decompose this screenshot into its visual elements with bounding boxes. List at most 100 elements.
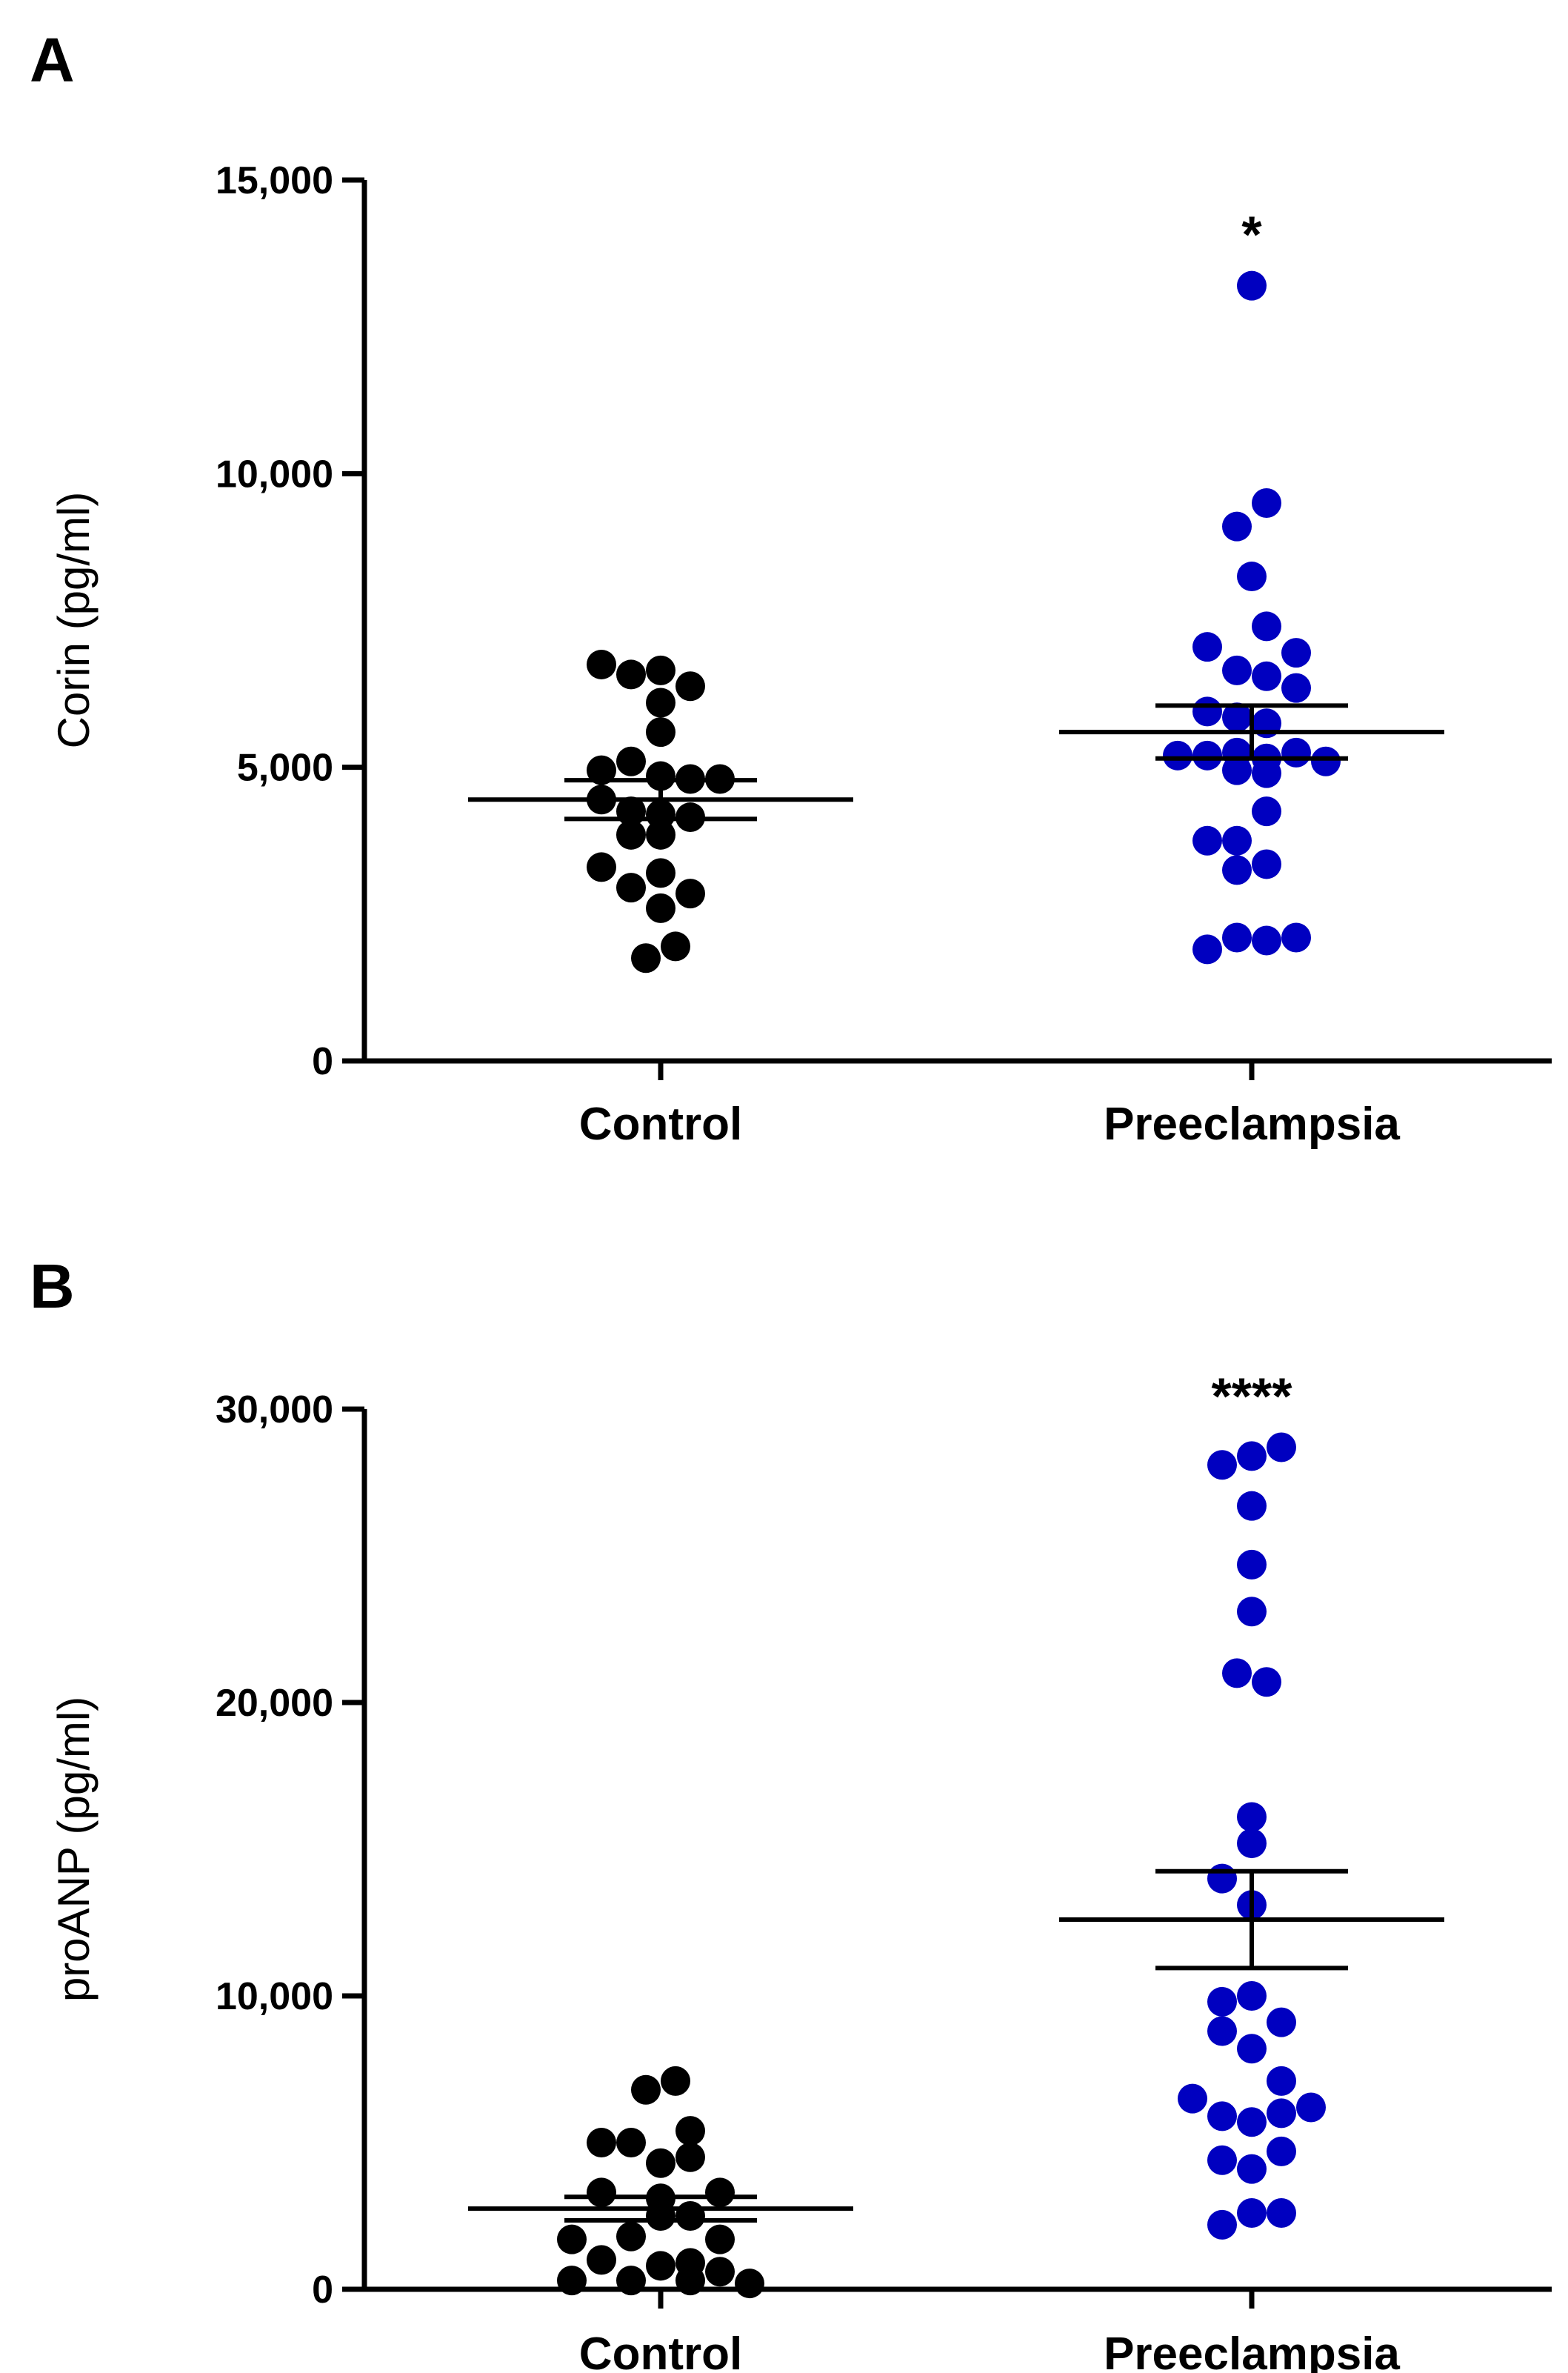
panel-b-preeclampsia-point	[1207, 2209, 1237, 2240]
panel-b-letter: B	[30, 1251, 75, 1321]
panel-b-preeclampsia-point	[1267, 2066, 1296, 2096]
panel-b-preeclampsia-point	[1267, 2098, 1296, 2129]
panel-a-preeclampsia-point	[1222, 702, 1252, 733]
panel-b-preeclampsia-point	[1267, 2198, 1296, 2229]
panel-b-significance-marker: ****	[1212, 1367, 1293, 1425]
panel-b-control-point	[616, 2266, 646, 2296]
panel-b-control-point	[675, 2116, 705, 2146]
panel-a-control-point	[616, 746, 646, 776]
panel-b-preeclampsia-point	[1237, 2198, 1267, 2229]
panel-b-control-point	[557, 2266, 587, 2296]
panel-b-preeclampsia-point	[1237, 2107, 1267, 2137]
panel-b-control-point	[616, 2221, 646, 2251]
panel-a-y-tick-label: 15,000	[216, 159, 333, 202]
panel-a-x-tick-label: Control	[579, 1099, 742, 1150]
panel-a-preeclampsia-point	[1252, 796, 1281, 827]
panel-b-control-point	[587, 2128, 616, 2157]
panel-b-preeclampsia-point	[1207, 2101, 1237, 2131]
panel-b-y-tick-label: 10,000	[216, 1975, 333, 2018]
panel-a-control-point	[646, 761, 675, 791]
panel-a-control-point	[587, 649, 616, 679]
panel-b-control-point	[705, 2177, 735, 2208]
panel-a-control-point	[675, 879, 705, 909]
panel-a-preeclampsia-point	[1252, 487, 1281, 518]
panel-a-control-point	[646, 819, 675, 850]
panel-a-x-tick-label: Preeclampsia	[1104, 1099, 1400, 1150]
panel-b-preeclampsia-point	[1237, 1441, 1267, 1471]
panel-b-y-tick-label: 30,000	[216, 1388, 333, 1431]
panel-b-preeclampsia-point	[1237, 1597, 1267, 1627]
panel-a-significance-marker: *	[1241, 206, 1262, 264]
panel-a-preeclampsia-point	[1192, 696, 1222, 727]
panel-a-control-point	[616, 873, 646, 903]
panel-a-preeclampsia-point	[1252, 925, 1281, 956]
panel-b-control-point	[675, 2201, 705, 2231]
panel-a-letter: A	[30, 25, 75, 95]
panel-a-preeclampsia-point	[1252, 849, 1281, 879]
panel-b-y-tick-label: 20,000	[216, 1682, 333, 1725]
panel-b-preeclampsia-point	[1237, 1549, 1267, 1580]
panel-a-y-tick-label: 5,000	[237, 747, 333, 790]
panel-b-control-point	[587, 2245, 616, 2275]
panel-b-preeclampsia-point	[1237, 1491, 1267, 1521]
panel-b-control-point	[557, 2224, 587, 2254]
panel-b-control-point	[616, 2128, 646, 2157]
panel-a-preeclampsia-point	[1252, 661, 1281, 691]
panel-b-x-tick-label: Control	[579, 2329, 742, 2373]
panel-a-preeclampsia-point	[1222, 825, 1252, 856]
panel-b-preeclampsia-point	[1296, 2092, 1326, 2123]
panel-a-preeclampsia-point	[1252, 611, 1281, 642]
panel-a-control-point	[631, 943, 661, 974]
panel-a-plot: 0 5,000 10,000 15,000 Corin (pg/ml) Control Pr…	[49, 159, 1552, 1150]
panel-b-control-point	[646, 2251, 675, 2281]
panel-b-x-tick-label: Preeclampsia	[1104, 2329, 1400, 2373]
panel-a-preeclampsia-point	[1192, 632, 1222, 662]
panel-b-preeclampsia-point	[1267, 2007, 1296, 2037]
panel-a-preeclampsia-point	[1281, 638, 1311, 668]
panel-b-plot: 0 10,000 20,000 30,000 proANP (pg/ml) Control…	[49, 1367, 1552, 2373]
panel-a-control-point	[587, 852, 616, 882]
panel-a-control-point	[646, 893, 675, 923]
panel-b-control-point	[661, 2066, 690, 2096]
panel-b-preeclampsia-point	[1237, 1828, 1267, 1859]
panel-b-preeclampsia-point	[1178, 2083, 1207, 2114]
panel-a-preeclampsia-point	[1237, 562, 1267, 592]
panel-a-preeclampsia-point	[1252, 758, 1281, 788]
panel-b-preeclampsia-point	[1207, 1450, 1237, 1480]
panel-b-control-point	[646, 2148, 675, 2178]
panel-a-control-point	[646, 688, 675, 718]
panel-b-control-point	[675, 2142, 705, 2172]
panel-b-control-point	[705, 2224, 735, 2254]
panel-a-preeclampsia-point	[1222, 511, 1252, 542]
panel-a-preeclampsia-point	[1281, 673, 1311, 703]
panel-a-preeclampsia-point	[1222, 755, 1252, 785]
panel-a-preeclampsia-point	[1222, 655, 1252, 685]
panel-a-control-point	[646, 655, 675, 685]
panel-b-preeclampsia-point	[1237, 2034, 1267, 2064]
panel-a-preeclampsia-point	[1281, 922, 1311, 953]
panel-b-control-point	[631, 2074, 661, 2105]
panel-a-preeclampsia-point	[1163, 740, 1192, 771]
panel-a-control-point	[587, 755, 616, 785]
panel-b-preeclampsia-point	[1267, 1432, 1296, 1462]
panel-a-preeclampsia-point	[1311, 746, 1341, 776]
panel-b-control-point	[735, 2269, 764, 2299]
panel-a-control-point	[675, 671, 705, 702]
panel-a-y-tick-label: 10,000	[216, 453, 333, 496]
panel-a-y-axis-label: Corin (pg/ml)	[49, 492, 99, 749]
panel-a-control-point	[616, 819, 646, 850]
panel-a-preeclampsia-point	[1222, 855, 1252, 885]
panel-b-preeclampsia-point	[1207, 1986, 1237, 2017]
panel-a-control-point	[646, 717, 675, 748]
panel-b-preeclampsia-point	[1252, 1667, 1281, 1697]
panel-a-control-point	[616, 659, 646, 690]
panel-a-preeclampsia-point	[1237, 270, 1267, 301]
panel-b-preeclampsia-point	[1237, 2154, 1267, 2184]
panel-a-preeclampsia-point	[1222, 922, 1252, 953]
panel-b-control-point	[587, 2177, 616, 2208]
panel-a-preeclampsia-point	[1281, 737, 1311, 768]
panel-b-control-point	[705, 2257, 735, 2287]
panel-a-control-point	[661, 931, 690, 962]
panel-a-y-tick-label: 0	[312, 1040, 333, 1083]
